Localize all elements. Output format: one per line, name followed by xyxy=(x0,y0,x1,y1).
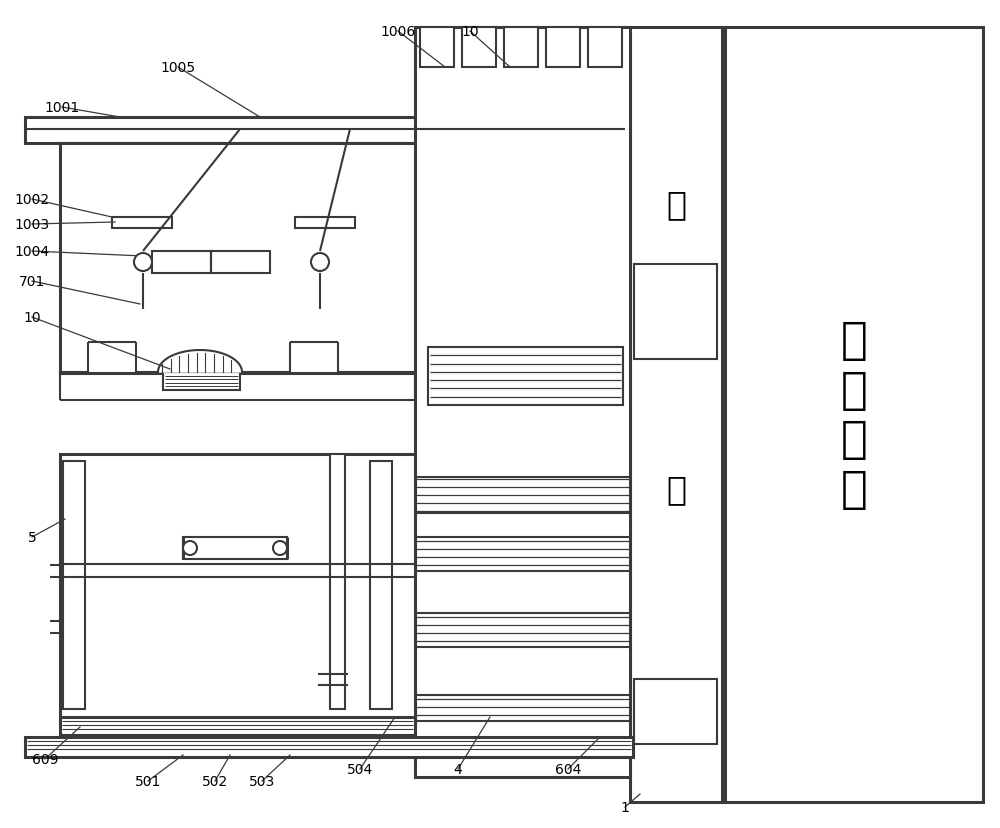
Bar xyxy=(634,265,717,359)
Text: 10: 10 xyxy=(461,25,479,39)
Text: 牙: 牙 xyxy=(666,473,686,506)
Bar xyxy=(152,252,211,274)
Text: 1003: 1003 xyxy=(14,218,50,232)
Text: 1005: 1005 xyxy=(160,61,196,75)
Bar xyxy=(370,461,392,709)
Bar xyxy=(630,28,722,802)
Text: 701: 701 xyxy=(19,275,45,289)
Bar xyxy=(546,28,580,68)
Bar xyxy=(415,28,630,777)
Polygon shape xyxy=(158,350,242,373)
Bar xyxy=(60,455,415,722)
Text: 502: 502 xyxy=(202,774,228,788)
Text: 1004: 1004 xyxy=(14,245,50,258)
Bar xyxy=(163,373,240,391)
Circle shape xyxy=(311,253,329,272)
Text: 609: 609 xyxy=(32,752,58,766)
Text: 1001: 1001 xyxy=(44,101,80,115)
Bar xyxy=(25,118,625,144)
Text: 503: 503 xyxy=(249,774,275,788)
Bar xyxy=(330,455,345,709)
Text: 604: 604 xyxy=(555,762,581,776)
Bar xyxy=(60,144,625,373)
Bar xyxy=(428,348,623,406)
Bar xyxy=(183,537,287,560)
Text: 501: 501 xyxy=(135,774,161,788)
Bar xyxy=(588,28,622,68)
Bar xyxy=(634,679,717,744)
Bar xyxy=(211,252,270,274)
Text: 人
行
辅
道: 人 行 辅 道 xyxy=(841,319,867,511)
Text: 4: 4 xyxy=(454,762,462,776)
Text: 10: 10 xyxy=(23,310,41,325)
Text: 5: 5 xyxy=(28,531,36,544)
Bar xyxy=(112,218,172,229)
Bar xyxy=(504,28,538,68)
Bar xyxy=(725,28,983,802)
Circle shape xyxy=(183,542,197,556)
Text: 1002: 1002 xyxy=(14,193,50,207)
Bar xyxy=(25,737,633,757)
Text: 1006: 1006 xyxy=(380,25,416,39)
Bar xyxy=(60,717,415,735)
Bar xyxy=(63,461,85,709)
Circle shape xyxy=(273,542,287,556)
Bar xyxy=(295,218,355,229)
Text: 1: 1 xyxy=(621,800,629,814)
Text: 道: 道 xyxy=(666,188,686,221)
Bar xyxy=(420,28,454,68)
Text: 504: 504 xyxy=(347,762,373,776)
Circle shape xyxy=(134,253,152,272)
Bar xyxy=(462,28,496,68)
